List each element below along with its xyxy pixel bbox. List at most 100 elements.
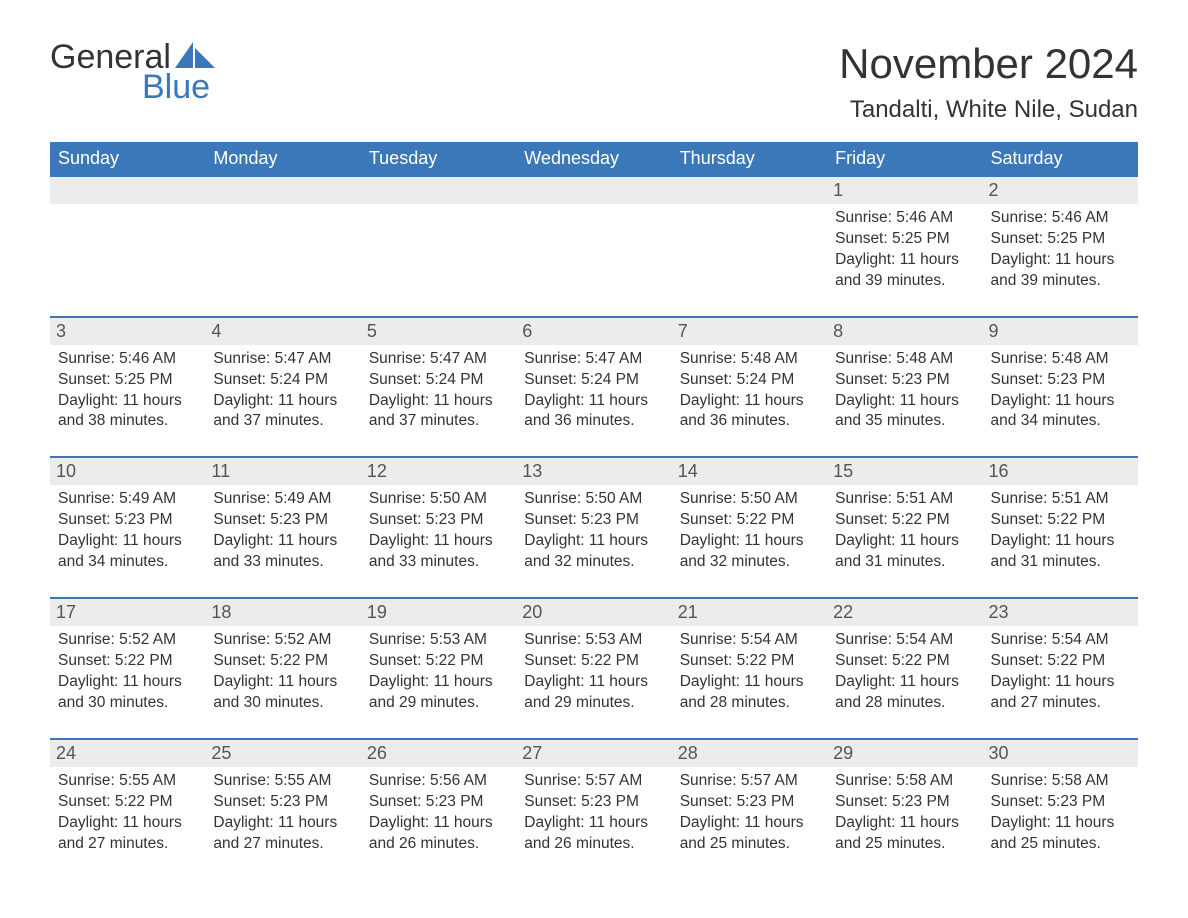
calendar-day-cell: 16Sunrise: 5:51 AMSunset: 5:22 PMDayligh… [983,457,1138,598]
calendar-day-cell: 27Sunrise: 5:57 AMSunset: 5:23 PMDayligh… [516,739,671,879]
calendar-day-cell [361,176,516,317]
sunrise-value: 5:48 AM [741,350,798,367]
daylight-line: Daylight: 11 hours and 39 minutes. [835,250,974,292]
weekday-header: Friday [827,142,982,176]
sunrise-line: Sunrise: 5:52 AM [213,630,352,651]
sunset-line: Sunset: 5:23 PM [58,510,197,531]
sunrise-label: Sunrise: [213,772,274,789]
daylight-label: Daylight: [835,814,900,831]
sunrise-label: Sunrise: [835,209,896,226]
day-info: Sunrise: 5:56 AMSunset: 5:23 PMDaylight:… [369,771,508,855]
sunset-value: 5:22 PM [737,511,795,528]
daylight-label: Daylight: [991,673,1056,690]
calendar-day-cell: 19Sunrise: 5:53 AMSunset: 5:22 PMDayligh… [361,598,516,739]
daylight-label: Daylight: [369,814,434,831]
day-number: 9 [983,318,1138,345]
day-number: 26 [361,740,516,767]
daylight-label: Daylight: [991,814,1056,831]
sunrise-label: Sunrise: [58,350,119,367]
day-number: 11 [205,458,360,485]
sunset-label: Sunset: [680,793,737,810]
sunrise-value: 5:53 AM [430,631,487,648]
sunset-value: 5:22 PM [1047,652,1105,669]
day-info: Sunrise: 5:54 AMSunset: 5:22 PMDaylight:… [680,630,819,714]
empty-day-header [672,177,827,204]
empty-day-header [50,177,205,204]
day-info: Sunrise: 5:57 AMSunset: 5:23 PMDaylight:… [680,771,819,855]
sunrise-line: Sunrise: 5:58 AM [991,771,1130,792]
sunset-label: Sunset: [524,511,581,528]
sunrise-value: 5:47 AM [275,350,332,367]
sunset-label: Sunset: [58,793,115,810]
sunset-line: Sunset: 5:23 PM [991,370,1130,391]
sunset-label: Sunset: [213,793,270,810]
sunset-value: 5:23 PM [737,793,795,810]
month-title: November 2024 [839,40,1138,88]
sunset-line: Sunset: 5:23 PM [213,792,352,813]
sunrise-label: Sunrise: [369,631,430,648]
daylight-label: Daylight: [680,673,745,690]
day-number: 25 [205,740,360,767]
sunrise-line: Sunrise: 5:52 AM [58,630,197,651]
sunset-value: 5:24 PM [737,371,795,388]
sunset-line: Sunset: 5:23 PM [213,510,352,531]
sunset-value: 5:23 PM [1047,371,1105,388]
sunrise-value: 5:49 AM [119,490,176,507]
calendar-week-row: 24Sunrise: 5:55 AMSunset: 5:22 PMDayligh… [50,739,1138,879]
sunset-value: 5:23 PM [581,511,639,528]
weekday-header: Saturday [983,142,1138,176]
daylight-line: Daylight: 11 hours and 36 minutes. [524,391,663,433]
daylight-line: Daylight: 11 hours and 38 minutes. [58,391,197,433]
sunrise-line: Sunrise: 5:47 AM [369,349,508,370]
sunrise-line: Sunrise: 5:47 AM [524,349,663,370]
sunrise-line: Sunrise: 5:56 AM [369,771,508,792]
day-number: 17 [50,599,205,626]
daylight-line: Daylight: 11 hours and 32 minutes. [524,531,663,573]
sunrise-line: Sunrise: 5:50 AM [524,489,663,510]
sunset-value: 5:22 PM [270,652,328,669]
day-number: 2 [983,177,1138,204]
daylight-label: Daylight: [835,532,900,549]
sunrise-value: 5:54 AM [1052,631,1109,648]
daylight-label: Daylight: [369,673,434,690]
day-number: 16 [983,458,1138,485]
sunrise-value: 5:50 AM [585,490,642,507]
daylight-line: Daylight: 11 hours and 28 minutes. [835,672,974,714]
daylight-label: Daylight: [524,814,589,831]
sunrise-line: Sunrise: 5:57 AM [680,771,819,792]
calendar-day-cell: 28Sunrise: 5:57 AMSunset: 5:23 PMDayligh… [672,739,827,879]
daylight-line: Daylight: 11 hours and 30 minutes. [58,672,197,714]
logo-word-2: Blue [50,70,215,104]
calendar-day-cell: 2 Sunrise: 5:46 AMSunset: 5:25 PMDaylight… [983,176,1138,317]
daylight-label: Daylight: [991,392,1056,409]
sunset-value: 5:24 PM [426,371,484,388]
day-number: 30 [983,740,1138,767]
sunset-value: 5:24 PM [581,371,639,388]
sunrise-label: Sunrise: [369,350,430,367]
daylight-label: Daylight: [991,251,1056,268]
sunrise-label: Sunrise: [835,631,896,648]
calendar-day-cell: 13Sunrise: 5:50 AMSunset: 5:23 PMDayligh… [516,457,671,598]
sunrise-value: 5:51 AM [1052,490,1109,507]
day-info: Sunrise: 5:46 AMSunset: 5:25 PMDaylight:… [991,208,1130,292]
sunset-line: Sunset: 5:22 PM [991,510,1130,531]
daylight-label: Daylight: [680,532,745,549]
sunrise-line: Sunrise: 5:51 AM [835,489,974,510]
weekday-header: Sunday [50,142,205,176]
daylight-line: Daylight: 11 hours and 35 minutes. [835,391,974,433]
daylight-line: Daylight: 11 hours and 27 minutes. [213,813,352,855]
calendar-day-cell: 8Sunrise: 5:48 AMSunset: 5:23 PMDaylight… [827,317,982,458]
sunrise-label: Sunrise: [835,350,896,367]
calendar-day-cell [50,176,205,317]
day-number: 6 [516,318,671,345]
daylight-line: Daylight: 11 hours and 28 minutes. [680,672,819,714]
sunset-line: Sunset: 5:23 PM [835,792,974,813]
sunrise-line: Sunrise: 5:55 AM [213,771,352,792]
day-number: 21 [672,599,827,626]
day-number: 5 [361,318,516,345]
logo: General Blue [50,40,215,104]
sunrise-value: 5:52 AM [275,631,332,648]
sunrise-value: 5:58 AM [1052,772,1109,789]
day-info: Sunrise: 5:55 AMSunset: 5:22 PMDaylight:… [58,771,197,855]
calendar-day-cell: 24Sunrise: 5:55 AMSunset: 5:22 PMDayligh… [50,739,205,879]
